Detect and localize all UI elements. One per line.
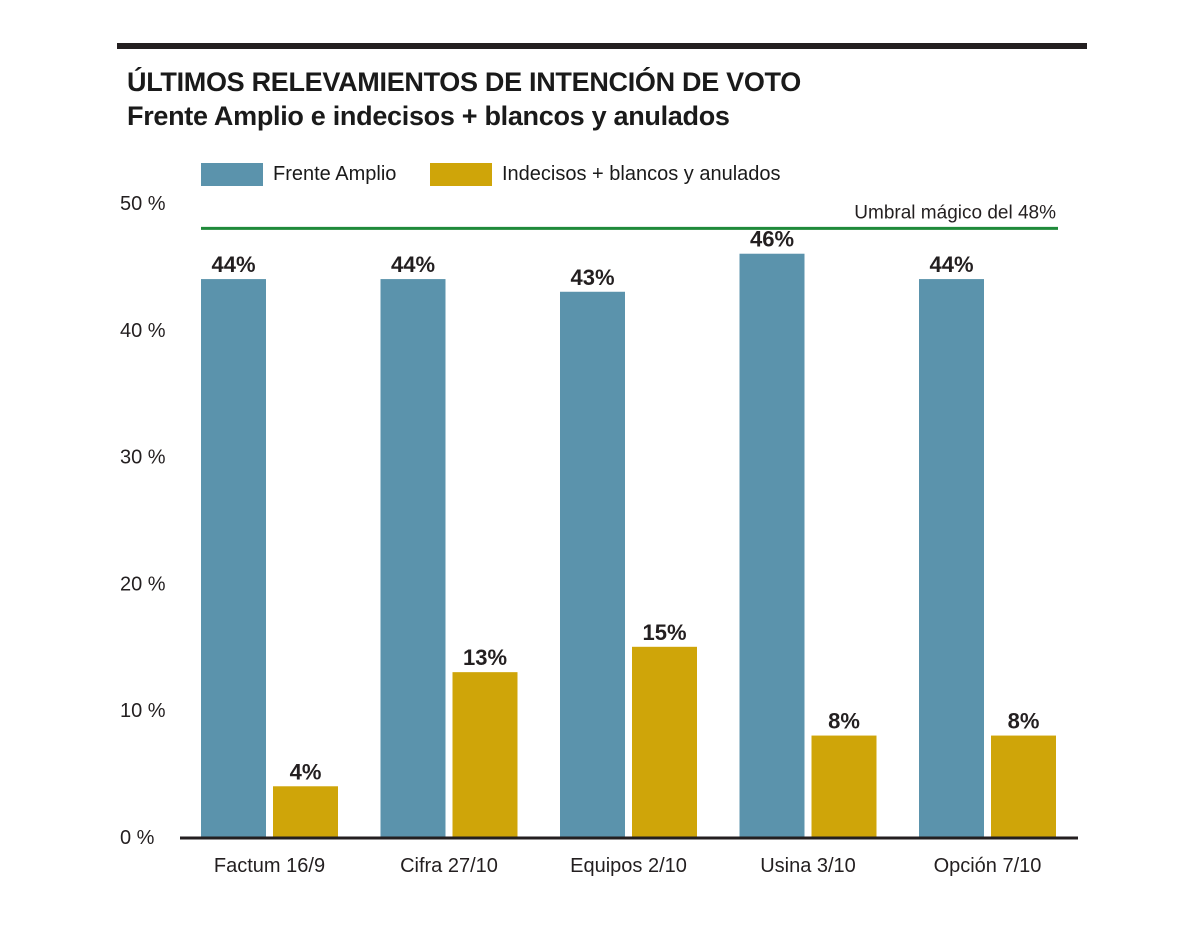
legend-label-indecisos: Indecisos + blancos y anulados	[502, 162, 781, 185]
chart-subtitle: Frente Amplio e indecisos + blancos y an…	[127, 101, 730, 131]
threshold-label: Umbral mágico del 48%	[854, 202, 1056, 223]
bar-value-label: 44%	[391, 252, 435, 277]
category-label: Usina 3/10	[760, 855, 856, 877]
bar-value-label: 44%	[929, 252, 973, 277]
bar-value-label: 8%	[1008, 709, 1040, 734]
bar-value-label: 44%	[211, 252, 255, 277]
y-tick-label: 50 %	[120, 193, 166, 215]
bar-frente-amplio	[201, 279, 266, 838]
y-tick-label: 20 %	[120, 573, 166, 595]
bar-value-label: 43%	[570, 265, 614, 290]
y-tick-label: 0 %	[120, 827, 155, 849]
bar-value-label: 4%	[290, 759, 322, 784]
bar-indecisos	[811, 735, 877, 837]
bar-value-label: 46%	[750, 227, 794, 252]
chart-title: ÚLTIMOS RELEVAMIENTOS DE INTENCIÓN DE VO…	[127, 67, 801, 97]
bar-indecisos	[452, 672, 518, 837]
legend-swatch-frente-amplio	[201, 162, 263, 186]
legend-label-frente-amplio: Frente Amplio	[273, 162, 397, 185]
bar-frente-amplio	[919, 279, 984, 838]
bar-frente-amplio	[560, 291, 625, 837]
category-label: Opción 7/10	[934, 855, 1042, 877]
legend-item-frente-amplio: Frente Amplio	[201, 162, 396, 186]
bar-frente-amplio	[739, 253, 805, 838]
top-rule	[117, 43, 1087, 49]
y-tick-label: 40 %	[120, 320, 166, 342]
category-label: Equipos 2/10	[570, 855, 687, 877]
bar-indecisos	[273, 786, 338, 837]
bar-indecisos	[991, 735, 1056, 837]
category-label: Cifra 27/10	[400, 855, 498, 877]
legend-item-indecisos: Indecisos + blancos y anulados	[430, 162, 781, 186]
y-tick-label: 30 %	[120, 447, 166, 469]
bar-frente-amplio	[380, 279, 446, 838]
bar-indecisos	[632, 646, 697, 837]
bar-value-label: 15%	[642, 620, 686, 645]
legend-swatch-indecisos	[430, 162, 492, 186]
category-label: Factum 16/9	[214, 855, 325, 877]
bar-value-label: 8%	[828, 709, 860, 734]
bar-value-label: 13%	[463, 645, 507, 670]
y-tick-label: 10 %	[120, 700, 166, 722]
